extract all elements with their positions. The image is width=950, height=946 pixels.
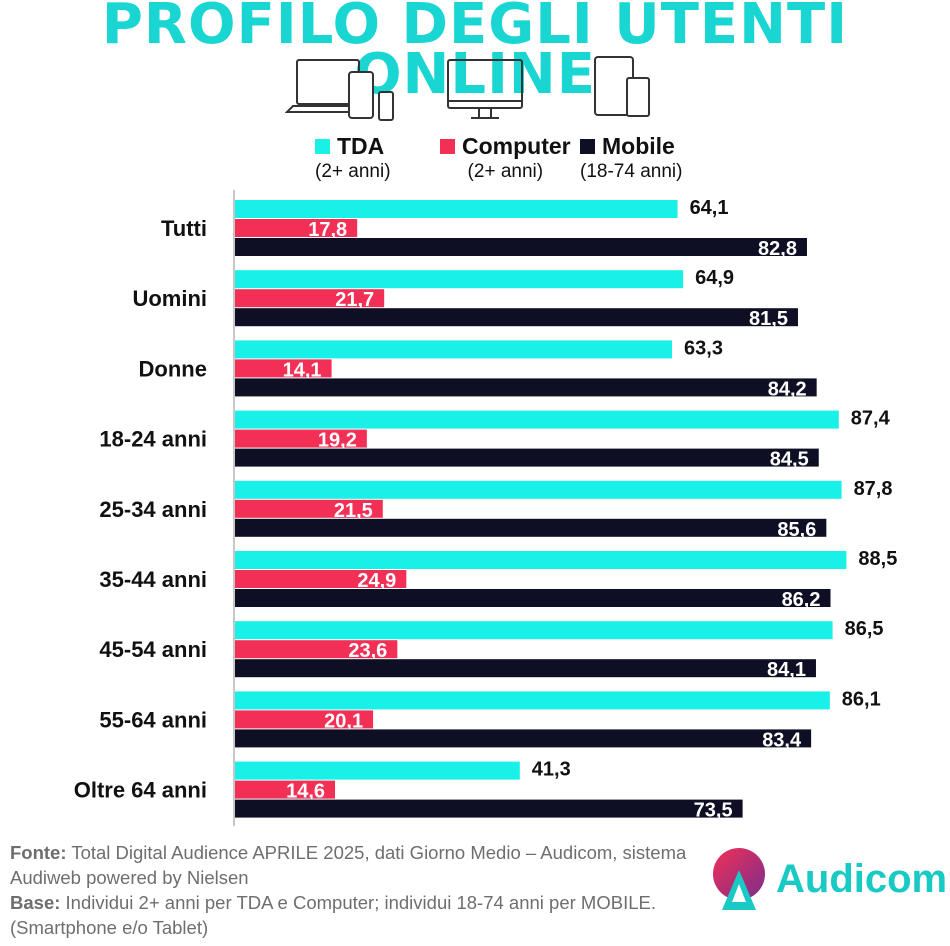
data-label: 85,6 — [777, 519, 816, 541]
data-label: 41,3 — [532, 759, 571, 781]
legend-swatch-mobile — [580, 139, 595, 154]
category-label: Tutti — [161, 216, 207, 241]
data-label: 83,4 — [762, 729, 802, 751]
data-label: 64,9 — [695, 267, 734, 289]
data-label: 86,5 — [845, 618, 884, 640]
legend-item-tda: TDA (2+ anni) — [315, 133, 391, 183]
legend-item-mobile: Mobile (18-74 anni) — [580, 133, 682, 183]
bar-computer — [234, 429, 367, 448]
bar-mobile — [234, 448, 819, 467]
data-label: 73,5 — [694, 800, 733, 822]
bar-computer — [234, 219, 358, 237]
legend-swatch-tda — [315, 139, 330, 154]
data-label: 14,1 — [283, 359, 322, 381]
bar-mobile — [234, 659, 816, 678]
legend-swatch-computer — [440, 139, 455, 154]
base-text: Individui 2+ anni per TDA e Computer; in… — [10, 892, 656, 938]
chart-title: PROFILO DEGLI UTENTI ONLINE — [101, 0, 849, 107]
data-label: 21,5 — [334, 500, 373, 522]
data-label: 20,1 — [324, 710, 363, 732]
category-label: Oltre 64 anni — [74, 778, 207, 803]
bar-tda — [234, 270, 684, 289]
bar-tda — [234, 691, 830, 710]
legend-label: TDA — [337, 133, 385, 159]
footer-notes: Fonte: Total Digital Audience APRILE 202… — [10, 840, 710, 940]
bar-computer — [234, 570, 407, 588]
data-label: 87,4 — [851, 408, 891, 430]
bar-mobile — [234, 729, 812, 748]
bar-computer — [234, 640, 398, 659]
fonte-label: Fonte: — [10, 842, 67, 863]
laptop-tablet-phone-icon — [285, 59, 394, 121]
data-label: 24,9 — [357, 570, 396, 592]
bar-computer — [234, 710, 374, 729]
legend-sublabel: (2+ anni) — [467, 161, 544, 182]
bar-computer — [234, 780, 336, 799]
category-label: Uomini — [132, 286, 207, 311]
bar-mobile — [234, 238, 807, 256]
bar-mobile — [234, 589, 831, 607]
bar-tda — [234, 340, 673, 359]
bar-tda — [234, 410, 839, 429]
data-label: 87,8 — [854, 478, 893, 500]
bar-tda — [234, 761, 520, 780]
bar-mobile — [234, 308, 798, 327]
data-label: 86,1 — [842, 688, 881, 710]
category-label: 35-44 anni — [99, 567, 207, 592]
category-label: 25-34 anni — [99, 497, 207, 522]
bar-tda — [234, 551, 847, 569]
fonte-text: Total Digital Audience APRILE 2025, dati… — [10, 842, 687, 888]
legend-sublabel: (18-74 anni) — [580, 161, 683, 182]
data-label: 21,7 — [335, 289, 374, 311]
bar-tda — [234, 200, 678, 218]
legend-item-computer: Computer (2+ anni) — [440, 133, 571, 183]
category-label: 55-64 anni — [99, 707, 207, 732]
data-label: 82,8 — [758, 238, 797, 260]
data-label: 63,3 — [684, 337, 723, 359]
bar-mobile — [234, 799, 743, 818]
category-label: 45-54 anni — [99, 637, 207, 662]
data-label: 19,2 — [318, 430, 357, 452]
data-label: 81,5 — [749, 308, 788, 330]
audicom-logo-icon — [713, 848, 765, 910]
logo-text: Audicom — [776, 857, 948, 901]
bar-mobile — [234, 518, 827, 537]
legend-label: Mobile — [602, 133, 675, 159]
bar-chart: Tutti 64,1 17,8 82,8 Uomini 64,9 21,7 81,5 Donne… — [74, 190, 897, 826]
footer-base: Base: Individui 2+ anni per TDA e Comput… — [10, 890, 710, 940]
bar-tda — [234, 480, 842, 499]
data-label: 17,8 — [308, 219, 347, 241]
bar-computer — [234, 359, 332, 378]
data-label: 64,1 — [690, 197, 729, 219]
data-label: 14,6 — [286, 781, 325, 803]
bar-tda — [234, 621, 833, 640]
tablet-phone-icon — [594, 56, 650, 117]
category-label: Donne — [139, 356, 207, 381]
legend-label: Computer — [462, 133, 571, 159]
monitor-icon — [447, 59, 523, 119]
category-label: 18-24 anni — [99, 427, 207, 452]
base-label: Base: — [10, 892, 61, 913]
data-label: 84,5 — [770, 449, 809, 471]
data-label: 86,2 — [782, 589, 821, 611]
legend-sublabel: (2+ anni) — [315, 161, 391, 182]
data-label: 84,1 — [767, 659, 806, 681]
bar-computer — [234, 499, 383, 518]
bar-mobile — [234, 378, 817, 397]
bar-computer — [234, 289, 385, 308]
data-label: 88,5 — [858, 548, 897, 570]
footer-fonte: Fonte: Total Digital Audience APRILE 202… — [10, 840, 710, 890]
data-label: 84,2 — [768, 378, 807, 400]
data-label: 23,6 — [348, 640, 387, 662]
